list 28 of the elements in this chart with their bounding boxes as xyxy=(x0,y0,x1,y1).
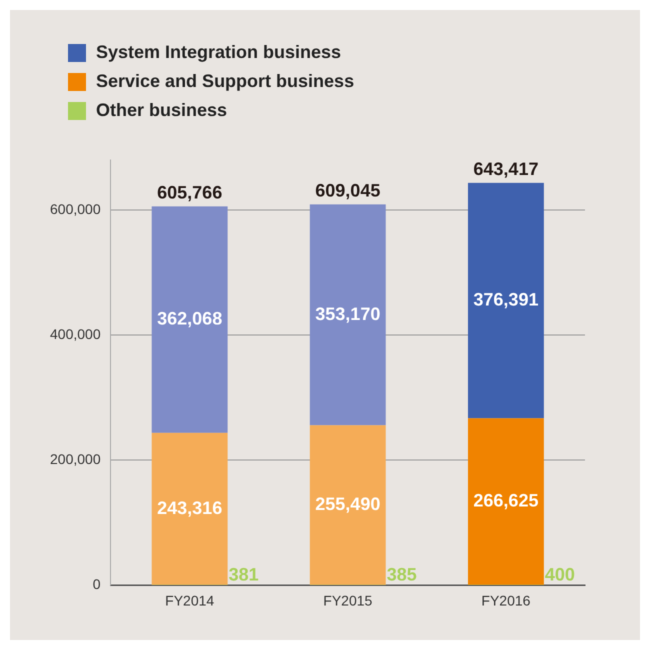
data-label: 362,068 xyxy=(157,308,222,329)
legend-label: Service and Support business xyxy=(96,71,354,92)
data-label: 381 xyxy=(228,564,259,585)
bar xyxy=(152,206,228,433)
legend-label: Other business xyxy=(96,100,228,121)
data-label: 385 xyxy=(386,564,417,585)
x-tick-label: FY2015 xyxy=(323,592,373,608)
y-tick-label: 0 xyxy=(92,576,101,592)
x-tick-label: FY2016 xyxy=(481,592,531,608)
bar xyxy=(310,204,386,426)
y-tick-label: 200,000 xyxy=(50,451,101,467)
data-label: 243,316 xyxy=(157,498,222,518)
data-label: 255,490 xyxy=(315,494,380,514)
total-label: 605,766 xyxy=(157,182,222,202)
bar xyxy=(468,182,544,418)
data-label: 400 xyxy=(544,564,575,585)
y-tick-label: 400,000 xyxy=(50,326,101,342)
data-label: 266,625 xyxy=(473,490,538,511)
data-label: 376,391 xyxy=(473,290,538,310)
x-tick-label: FY2014 xyxy=(165,592,214,608)
y-tick-label: 600,000 xyxy=(50,200,101,217)
bar xyxy=(310,425,386,585)
data-label: 353,170 xyxy=(315,304,380,324)
bar xyxy=(468,418,544,585)
total-label: 609,045 xyxy=(315,180,380,200)
total-label: 643,417 xyxy=(473,158,538,179)
legend-label: System Integration business xyxy=(96,42,342,63)
bar xyxy=(152,432,228,585)
